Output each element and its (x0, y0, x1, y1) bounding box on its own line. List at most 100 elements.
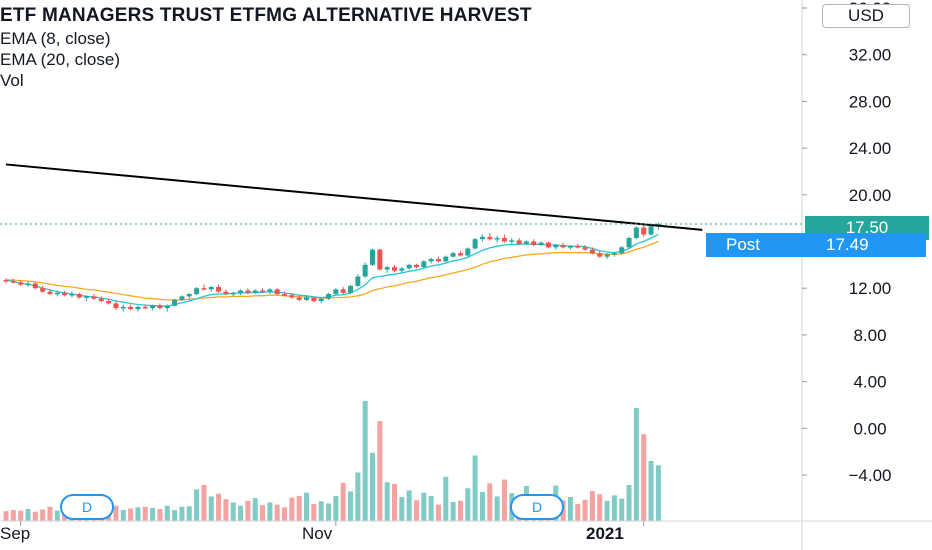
volume-bar (150, 507, 156, 521)
volume-bar (208, 496, 214, 521)
volume-bar (370, 452, 375, 521)
candles (3, 222, 661, 312)
candle (333, 289, 339, 295)
ema-8-line (5, 233, 659, 307)
candle (538, 242, 544, 245)
volume-bar (435, 504, 441, 521)
post-market-label: Post (726, 235, 761, 254)
volume-bar (186, 506, 192, 521)
candle (406, 264, 412, 269)
x-axis-label-2021: 2021 (586, 524, 624, 543)
volume-bar (172, 510, 178, 521)
candle (98, 298, 104, 302)
chart-legend: ETF MANAGERS TRUST ETFMG ALTERNATIVE HAR… (0, 4, 800, 91)
candle (91, 296, 97, 299)
indicator-ema-20[interactable]: EMA (20, close) (0, 50, 120, 69)
volume-bar (582, 499, 588, 521)
candle (597, 253, 603, 257)
candle (135, 306, 141, 310)
candle (186, 294, 192, 297)
candle (47, 291, 53, 295)
volume-bar (619, 498, 625, 521)
dividend-marker[interactable]: D (60, 494, 114, 520)
candle (106, 301, 112, 304)
candle (216, 287, 222, 292)
price-axis-label: 4.00 (853, 373, 886, 392)
candle (326, 294, 332, 299)
x-axis-label-nov: Nov (302, 524, 333, 543)
candle (523, 241, 529, 244)
candle (355, 276, 361, 286)
candle (575, 246, 581, 248)
ema-20-path (6, 240, 659, 301)
candle (370, 249, 375, 265)
volume-bar (326, 503, 332, 521)
candle (465, 248, 471, 256)
volume-bar (604, 500, 610, 521)
candle (472, 239, 478, 249)
candle (494, 237, 500, 240)
price-axis-label: 0.00 (853, 419, 886, 438)
candle (348, 285, 354, 293)
candle (589, 249, 595, 254)
candle (201, 288, 207, 290)
candle (289, 295, 295, 298)
candle (76, 294, 82, 298)
volume-bar (377, 421, 383, 521)
volume-bar (340, 482, 346, 521)
volume-bar (633, 408, 639, 521)
price-axis-label: 12.00 (849, 279, 892, 298)
volume-bar (201, 484, 207, 521)
candle (509, 240, 515, 242)
candle (567, 246, 573, 248)
x-axis-label-sep: Sep (0, 524, 31, 543)
candle (428, 259, 434, 262)
candle (32, 283, 38, 289)
candle (648, 226, 654, 235)
overlays (0, 163, 805, 231)
volume-bar (494, 496, 500, 521)
volume-bar (10, 510, 16, 521)
candle (142, 306, 148, 309)
volume-bar (135, 507, 141, 521)
candle (179, 296, 185, 300)
candle (245, 290, 251, 293)
volume-bar (406, 490, 412, 521)
candle (84, 296, 90, 298)
volume-bar (194, 489, 200, 521)
candle (296, 297, 302, 300)
candle (582, 247, 588, 250)
candle (157, 305, 163, 309)
candle (362, 264, 368, 277)
candle (252, 290, 258, 293)
candle (377, 249, 383, 270)
volume-bar (465, 488, 471, 521)
volume-bar (179, 506, 185, 521)
volume-bar (25, 508, 31, 521)
currency-selector[interactable]: USD (822, 4, 910, 28)
volume-bar (333, 495, 339, 521)
candle (435, 259, 441, 262)
dividend-marker[interactable]: D (510, 494, 564, 520)
candle (413, 264, 419, 268)
candle (611, 253, 617, 255)
candle (619, 247, 625, 254)
volume-bar (399, 496, 405, 521)
volume-bar (428, 495, 434, 521)
candle (62, 292, 68, 296)
volume-bar (641, 434, 647, 521)
candle (501, 237, 507, 242)
volume-bar (296, 495, 302, 521)
volume-bar (450, 501, 456, 521)
candle (172, 299, 178, 306)
candle (238, 290, 244, 293)
ema-8-path (5, 233, 659, 307)
indicator-ema-8[interactable]: EMA (8, close) (0, 29, 111, 48)
candle (223, 291, 229, 295)
candle (457, 253, 463, 256)
candle (274, 289, 280, 295)
volume-bar (40, 509, 46, 521)
price-axis-label: −4.00 (848, 466, 891, 485)
indicator-volume[interactable]: Vol (0, 71, 24, 90)
